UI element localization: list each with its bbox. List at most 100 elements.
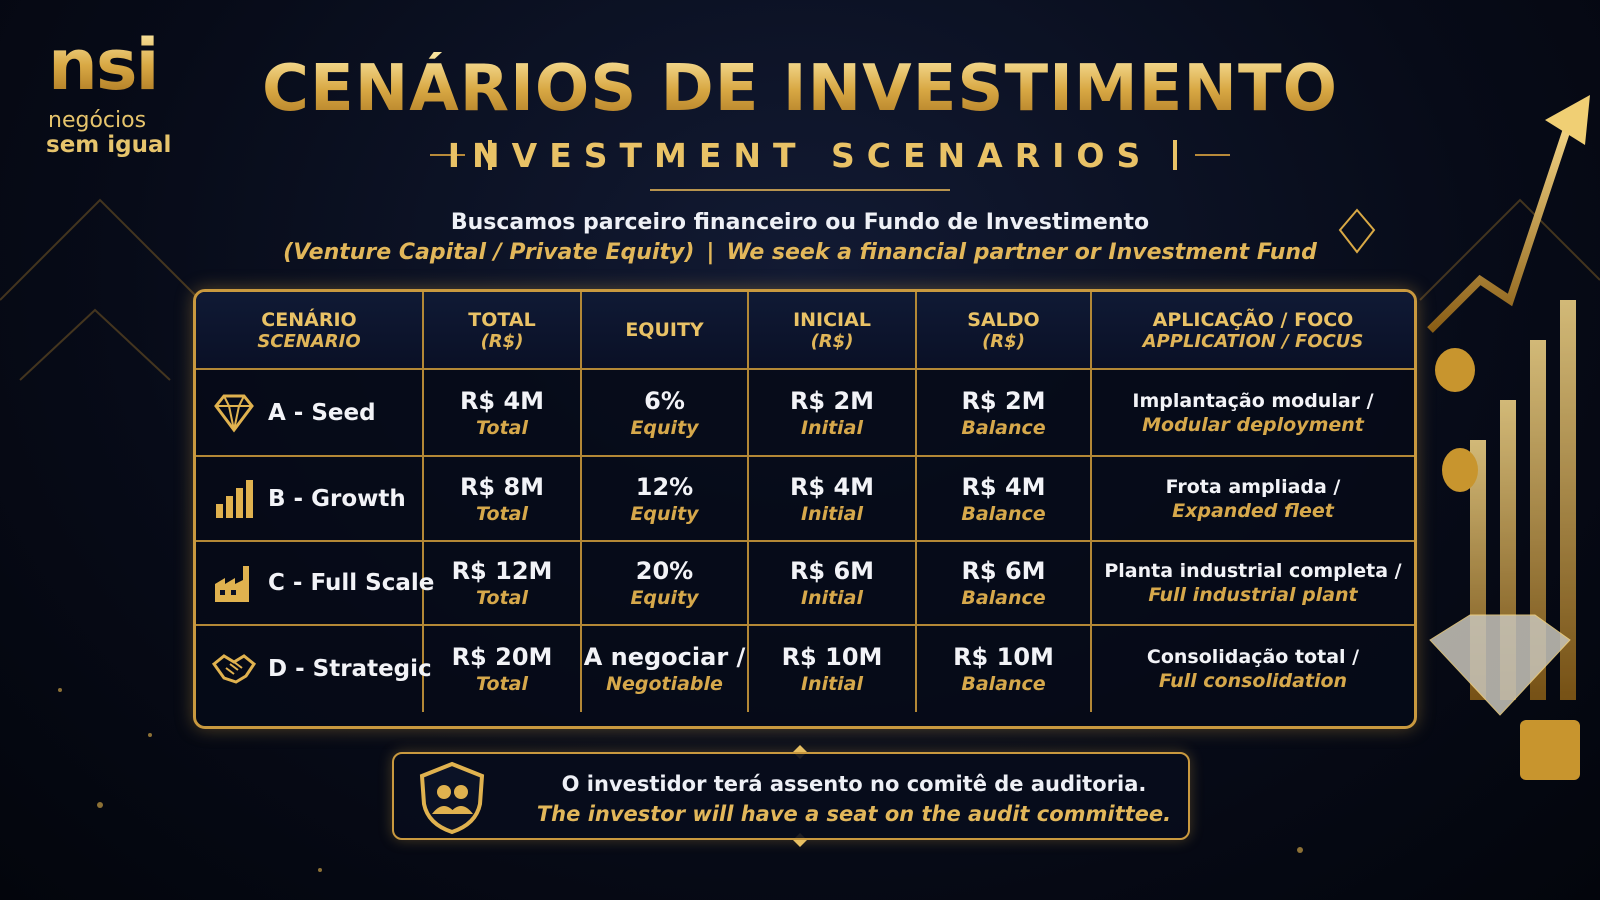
cell-value: R$ 4M: [459, 386, 545, 415]
shield-icon: [419, 761, 485, 835]
logo-line: negócios: [48, 108, 146, 133]
header-row: CENÁRIO SCENARIO TOTAL (R$) EQUITY INICIAL (R$…: [196, 292, 1414, 370]
intro-text: Buscamos parceiro financeiro ou Fundo de…: [450, 210, 1150, 235]
header-cell: SALDO (R$): [917, 292, 1092, 370]
table-row: A - Seed R$ 4M Total 6% Equity R$ 2M Initial R$…: [196, 370, 1414, 457]
cell-value: Consolidação total /: [1146, 646, 1360, 668]
subtitle: INVESTMENT SCENARIOS: [447, 136, 1153, 175]
cell-value: Planta industrial completa /: [1104, 560, 1402, 582]
logo-line: sem igual: [46, 132, 172, 158]
cell-value: Implantação modular /: [1132, 389, 1374, 412]
table-cell: R$ 2M Initial: [749, 370, 917, 457]
title: CENÁRIOS DE INVESTIMENTO: [0, 52, 1600, 126]
header-label: INICIAL: [793, 308, 871, 331]
header-label: SALDO: [967, 308, 1040, 331]
cell-caption: Modular deployment: [1142, 413, 1364, 436]
table-cell: R$ 6M Balance: [917, 542, 1092, 626]
cell-caption: Balance: [961, 587, 1046, 609]
header-label: CENÁRIO: [261, 308, 357, 331]
scenario-cell: C - Full Scale: [196, 542, 434, 626]
cell-caption: Balance: [961, 416, 1046, 439]
table-cell: R$ 6M Initial: [749, 542, 917, 626]
logo-mark: nsi: [48, 30, 159, 100]
table-cell: 20% Equity: [582, 542, 749, 626]
cell-caption: Negotiable: [606, 673, 723, 695]
scenario-icon: [212, 654, 256, 684]
table-cell: R$ 10M Balance: [917, 626, 1092, 712]
scenario-icon: [214, 394, 254, 432]
header-cell: INICIAL (R$): [749, 292, 917, 370]
intro-text: (Venture Capital / Private Equity): [283, 240, 695, 265]
table-cell: R$ 12M Total: [424, 542, 582, 626]
note-text: O investidor terá assento no comitê de a…: [561, 772, 1147, 796]
table-cell: Implantação modular / Modular deployment: [1092, 370, 1414, 457]
cell-value: R$ 10M: [953, 643, 1054, 671]
header-label: (R$): [810, 330, 854, 352]
cell-caption: Initial: [800, 502, 864, 525]
scenario-name: C - Full Scale: [268, 570, 435, 596]
cell-caption: Balance: [961, 673, 1046, 695]
table-row: B - Growth R$ 8M Total 12% Equity R$ 4M Initia…: [196, 457, 1414, 542]
note-text: The investor will have a seat on the aud…: [536, 802, 1172, 826]
cell-value: R$ 6M: [961, 557, 1046, 585]
table-row: D - Strategic R$ 20M Total A negociar / Nego…: [196, 626, 1414, 712]
header-label: APLICAÇÃO / FOCO: [1152, 308, 1354, 331]
header-cell: TOTAL (R$): [424, 292, 582, 370]
cell-caption: Total: [476, 502, 528, 525]
cell-caption: Balance: [961, 502, 1046, 525]
cell-caption: Expanded fleet: [1172, 499, 1334, 522]
cell-value: R$ 20M: [451, 643, 553, 671]
cell-caption: Initial: [800, 673, 864, 695]
header-label: TOTAL: [468, 308, 536, 331]
cell-caption: Equity: [630, 502, 699, 525]
cell-caption: Total: [476, 587, 528, 609]
header-cell: CENÁRIO SCENARIO: [196, 292, 424, 370]
table-cell: A negociar / Negotiable: [582, 626, 749, 712]
cell-value: Frota ampliada /: [1165, 475, 1341, 498]
cell-value: 6%: [644, 386, 685, 415]
table-cell: Planta industrial completa / Full industr…: [1092, 542, 1414, 626]
cell-value: R$ 6M: [789, 557, 875, 585]
header-label: APPLICATION / FOCUS: [1142, 330, 1364, 352]
header-label: (R$): [982, 330, 1025, 352]
scenario-name: D - Strategic: [268, 656, 432, 682]
separator: |: [706, 240, 715, 265]
table-cell: 6% Equity: [582, 370, 749, 457]
header-cell: APLICAÇÃO / FOCO APPLICATION / FOCUS: [1092, 292, 1414, 370]
scenario-name: B - Growth: [268, 485, 406, 512]
cell-value: 20%: [635, 557, 694, 585]
cell-caption: Full industrial plant: [1148, 584, 1358, 606]
cell-caption: Equity: [630, 416, 699, 439]
cell-value: R$ 8M: [459, 472, 545, 501]
table-row: C - Full Scale R$ 12M Total 20% Equity R$ 6M I…: [196, 542, 1414, 626]
cell-value: 12%: [635, 472, 694, 501]
cell-caption: Equity: [630, 587, 699, 609]
table-cell: R$ 10M Initial: [749, 626, 917, 712]
note-box: O investidor terá assento no comitê de a…: [392, 752, 1190, 840]
intro-text: We seek a financial partner or Investmen…: [726, 240, 1317, 265]
cell-value: R$ 10M: [781, 643, 883, 671]
cell-value: R$ 12M: [451, 557, 553, 585]
table-cell: R$ 8M Total: [424, 457, 582, 542]
scenario-cell: A - Seed: [196, 370, 424, 457]
header-label: SCENARIO: [257, 330, 361, 352]
scenario-table: CENÁRIO SCENARIO TOTAL (R$) EQUITY INICIAL (R$…: [193, 289, 1417, 729]
cell-value: A negociar /: [583, 643, 746, 671]
table-cell: R$ 4M Balance: [917, 457, 1092, 542]
scenario-name: A - Seed: [268, 399, 376, 426]
cell-value: R$ 4M: [789, 472, 875, 501]
intro-translation: (Venture Capital / Private Equity) | We se…: [0, 240, 1600, 265]
table-cell: R$ 4M Total: [424, 370, 582, 457]
table-cell: 12% Equity: [582, 457, 749, 542]
scenario-cell: B - Growth: [196, 457, 424, 542]
header-cell: EQUITY: [582, 292, 749, 370]
cell-caption: Initial: [800, 587, 864, 609]
cell-value: R$ 2M: [789, 386, 875, 415]
scenario-icon: [215, 566, 249, 602]
cell-caption: Initial: [800, 416, 864, 439]
header-label: (R$): [480, 330, 524, 352]
cell-caption: Total: [476, 416, 528, 439]
